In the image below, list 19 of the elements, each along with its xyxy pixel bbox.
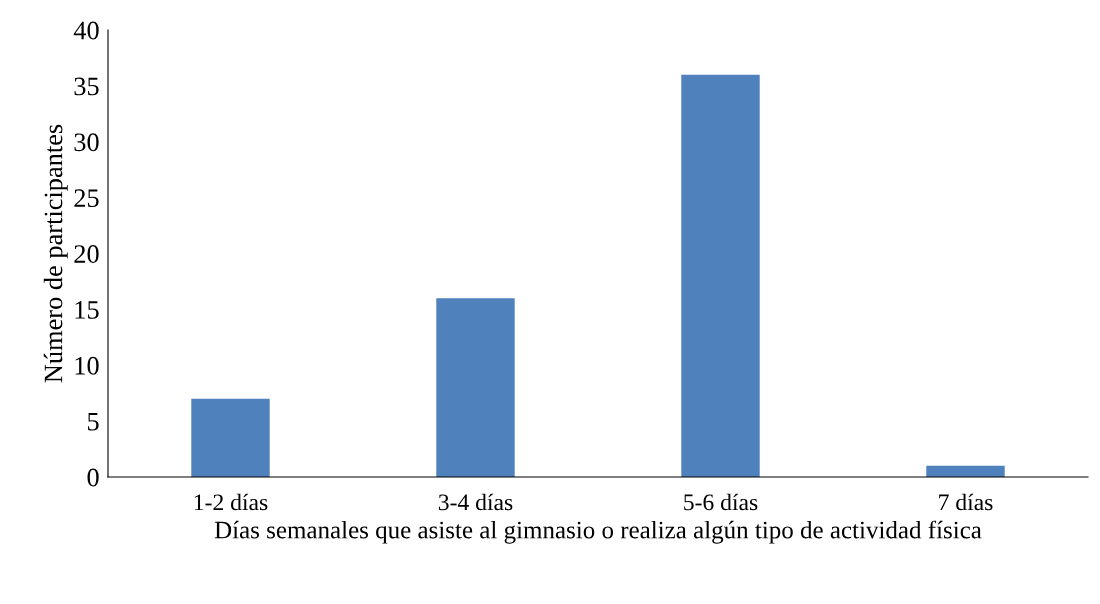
y-tick-label: 15 [75,301,99,319]
y-tick-label: 25 [74,189,99,208]
y-axis-title: Número de participantes [43,124,68,383]
y-tick-label: 35 [74,77,99,96]
bar [926,465,1005,477]
y-tick-label: 30 [74,133,99,152]
x-tick-label: 5-6 días [684,493,758,511]
y-tick-label: 0 [87,468,99,487]
bar [436,298,515,477]
y-tick-label: 20 [74,245,99,263]
x-tick-label: 3-4 días [438,493,513,511]
bar [681,74,760,477]
x-axis-title: Días semanales que asiste al gimnasio o realiza algún tipo de actividad física [214,520,982,544]
x-tick-label: 7 días [939,493,993,511]
y-tick-label: 40 [73,21,99,40]
y-tick-label: 10 [75,356,99,375]
y-tick-label: 5 [88,413,99,431]
x-tick-label: 1-2 días [194,493,268,511]
bar [191,398,270,477]
